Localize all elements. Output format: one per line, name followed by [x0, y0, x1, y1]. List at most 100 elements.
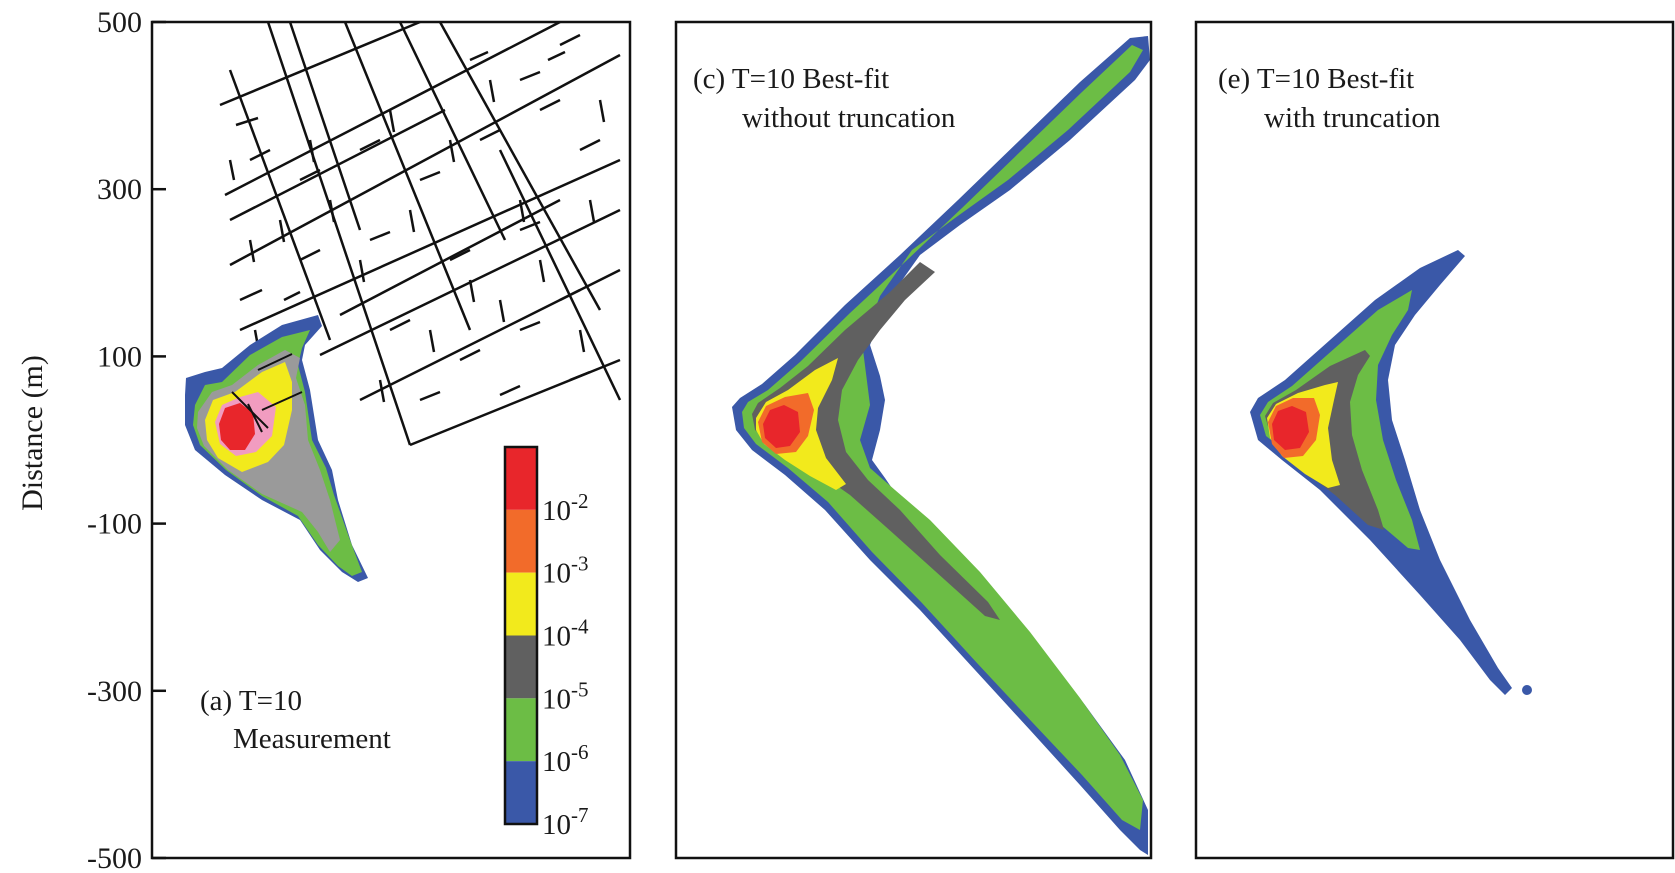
panel-e-frame — [1194, 20, 1675, 860]
fracture-segment — [239, 288, 263, 302]
panel-a-title-line2: Measurement — [233, 723, 391, 755]
fracture-segment — [419, 170, 441, 182]
colorbar: 10-2 10-3 10-4 10-5 10-6 10-7 — [503, 445, 589, 841]
panel-e-title-line2: with truncation — [1264, 102, 1441, 134]
fracture-segment — [219, 20, 421, 107]
colorbar-swatch — [505, 761, 537, 824]
colorbar-swatch — [505, 572, 537, 636]
panel-a-frame — [150, 20, 632, 860]
colorbar-label-exponent: -7 — [571, 803, 589, 827]
fracture-segment — [518, 199, 526, 223]
fracture-segment — [369, 230, 391, 242]
fracture-segment — [288, 21, 362, 231]
y-axis-ticks: 500 300 100 -100 -300 -500 — [87, 6, 166, 873]
fracture-segment — [248, 239, 256, 263]
fracture-segment — [498, 149, 622, 401]
plume-c — [732, 36, 1150, 855]
fracture-segment — [519, 320, 541, 332]
fracture-segment — [499, 384, 521, 397]
fracture-segment — [459, 348, 481, 362]
fracture-segment — [519, 70, 541, 82]
fracture-segment — [498, 299, 506, 323]
fracture-segment — [378, 379, 386, 403]
y-axis-label: Distance (m) — [16, 355, 49, 511]
fracture-segment — [389, 318, 411, 332]
colorbar-label-exponent: -4 — [571, 615, 589, 639]
fracture-segment — [249, 148, 271, 162]
panel-c: (c) T=10 Best-fit without truncation — [674, 20, 1153, 860]
fracture-segment — [228, 69, 332, 341]
fracture-segment — [229, 53, 621, 267]
plume-e-speck — [1522, 685, 1532, 695]
fracture-segment — [419, 390, 441, 402]
colorbar-label-exponent: -3 — [571, 552, 589, 576]
fracture-segment — [228, 159, 236, 181]
fracture-segment — [578, 329, 586, 353]
fracture-segment — [559, 33, 581, 47]
panel-c-frame — [674, 20, 1153, 860]
fracture-segment — [588, 199, 596, 223]
colorbar-swatch — [505, 635, 537, 699]
colorbar-swatch — [505, 447, 537, 510]
plume-c-level-red — [763, 405, 800, 448]
colorbar-label-exponent: -5 — [571, 677, 589, 701]
fracture-segment — [224, 20, 561, 197]
fracture-segment — [358, 259, 366, 283]
panel-c-title-line2: without truncation — [742, 102, 956, 134]
plume-e-level-red — [1272, 406, 1309, 450]
fracture-segment — [235, 116, 259, 127]
colorbar-swatch — [505, 509, 537, 573]
fracture-segment — [438, 21, 602, 311]
fracture-segment — [266, 21, 412, 446]
colorbar-label: 10-6 — [542, 740, 589, 778]
measured-plume — [185, 315, 368, 582]
panel-e: (e) T=10 Best-fit with truncation — [1194, 20, 1675, 860]
fracture-segment — [579, 138, 601, 152]
fracture-segment — [299, 248, 321, 262]
colorbar-label: 10-5 — [542, 677, 589, 715]
plume-e — [1250, 250, 1532, 695]
y-tick-label: 100 — [97, 340, 142, 373]
colorbar-frame — [503, 445, 539, 826]
fracture-segment — [278, 219, 286, 243]
panel-c-title-line1: (c) T=10 Best-fit — [693, 63, 889, 95]
y-tick-label: 500 — [97, 6, 142, 39]
colorbar-label-exponent: -6 — [571, 740, 589, 764]
fracture-segment — [359, 138, 381, 152]
fracture-segment — [519, 220, 541, 232]
fracture-network — [219, 20, 622, 447]
y-tick-label: -500 — [87, 842, 142, 873]
fracture-segment — [328, 199, 336, 223]
fracture-segment — [468, 279, 476, 303]
fracture-segment — [308, 139, 316, 163]
fracture-segment — [343, 21, 472, 331]
fracture-segment — [448, 139, 456, 163]
fracture-segment — [469, 50, 489, 62]
colorbar-label: 10-3 — [542, 552, 589, 590]
fracture-segment — [398, 21, 507, 241]
y-tick-label: 300 — [97, 173, 142, 206]
panel-e-title-line1: (e) T=10 Best-fit — [1218, 63, 1414, 95]
colorbar-label: 10-2 — [542, 489, 589, 527]
panel-a: 10-2 10-3 10-4 10-5 10-6 10-7 (a) T=10 Measur… — [150, 20, 632, 860]
fracture-segment — [339, 198, 561, 317]
colorbar-label-exponent: -2 — [571, 489, 589, 513]
fracture-segment — [239, 158, 621, 332]
fracture-segment — [408, 209, 416, 233]
fracture-segment — [479, 128, 501, 142]
fracture-segment — [283, 290, 301, 302]
colorbar-label: 10-4 — [542, 615, 589, 653]
fracture-segment — [229, 108, 446, 222]
fracture-segment — [388, 109, 396, 133]
colorbar-swatch — [505, 698, 537, 762]
fracture-segment — [559, 288, 581, 302]
fracture-segment — [299, 168, 321, 182]
panel-a-title-line1: (a) T=10 — [200, 685, 302, 717]
plume-fracture-overlay — [231, 353, 303, 433]
fracture-segment — [538, 259, 546, 283]
plume-a-level-red — [219, 403, 255, 450]
fracture-segment — [539, 98, 561, 112]
y-tick-label: -300 — [87, 675, 142, 708]
colorbar-label: 10-7 — [542, 803, 589, 841]
